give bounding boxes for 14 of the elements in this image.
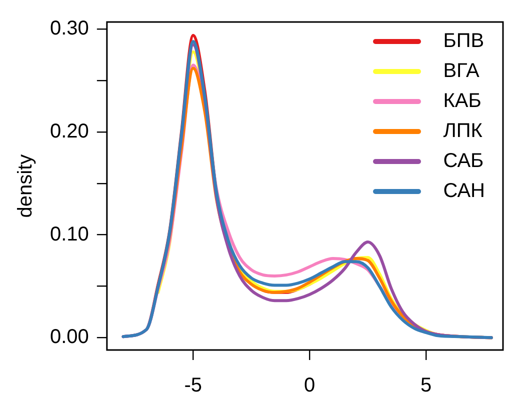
y-tick-label: 0.30 [50,18,89,40]
y-tick-label: 0.10 [50,223,89,246]
x-tick-label: 0 [304,374,316,397]
x-tick-label: 5 [420,374,432,397]
legend-label: ЛПК [443,119,482,144]
legend-label: КАБ [443,89,482,114]
y-tick-label: 0.00 [50,326,89,348]
y-axis-title: density [14,154,37,218]
legend-label: САБ [443,149,484,174]
legend-label: БПВ [443,29,484,54]
y-tick-label: 0.20 [50,120,89,143]
legend-label: САН [443,179,485,204]
legend-label: ВГА [443,59,480,84]
x-tick-label: -5 [184,374,202,397]
